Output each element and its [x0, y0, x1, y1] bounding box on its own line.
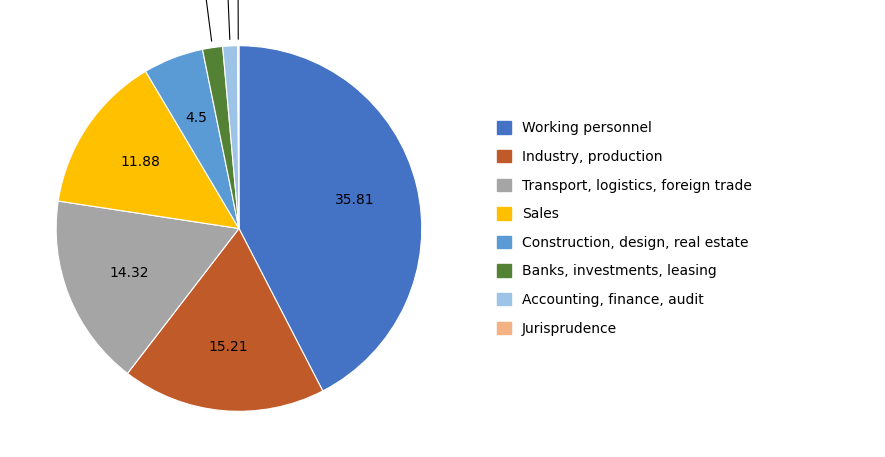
Wedge shape	[239, 46, 422, 391]
Text: 1.5: 1.5	[193, 0, 215, 41]
Wedge shape	[223, 46, 239, 228]
Text: 11.88: 11.88	[120, 155, 160, 169]
Wedge shape	[146, 49, 239, 228]
Wedge shape	[58, 71, 239, 228]
Wedge shape	[203, 47, 239, 228]
Wedge shape	[56, 201, 239, 373]
Text: 15.21: 15.21	[209, 340, 248, 354]
Text: 0.1: 0.1	[227, 0, 249, 39]
Text: 14.32: 14.32	[109, 266, 149, 280]
Wedge shape	[127, 228, 323, 411]
Text: 1.1: 1.1	[216, 0, 238, 39]
Wedge shape	[237, 46, 239, 228]
Text: 35.81: 35.81	[335, 193, 374, 207]
Text: 4.5: 4.5	[185, 111, 207, 125]
Legend: Working personnel, Industry, production, Transport, logistics, foreign trade, Sa: Working personnel, Industry, production,…	[496, 122, 751, 335]
